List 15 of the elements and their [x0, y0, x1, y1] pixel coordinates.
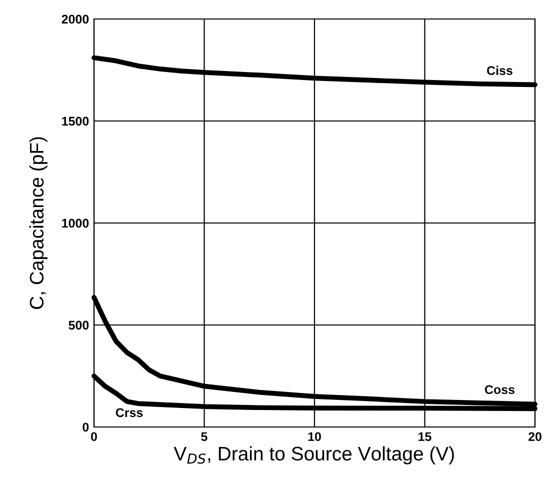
y-tick-label: 500: [68, 320, 89, 330]
series-label: Crss: [116, 408, 143, 418]
y-tick-label: 0: [82, 422, 89, 432]
x-tick-label: 5: [201, 432, 208, 442]
x-tick-label: 20: [528, 432, 542, 442]
y-tick-label: 1000: [62, 218, 89, 228]
x-tick-label: 0: [91, 432, 97, 442]
y-tick-label: 1500: [62, 116, 89, 126]
y-axis-title: C, Capacitance (pF): [29, 137, 48, 309]
series-label: Coss: [484, 385, 514, 394]
x-tick-label: 10: [308, 432, 321, 442]
x-axis-title: V$_{DS}$, Drain to Source Voltage (V): [174, 446, 454, 464]
series-label: Ciss: [487, 66, 512, 75]
x-tick-label: 15: [418, 432, 432, 442]
y-tick-label: 2000: [62, 14, 89, 24]
